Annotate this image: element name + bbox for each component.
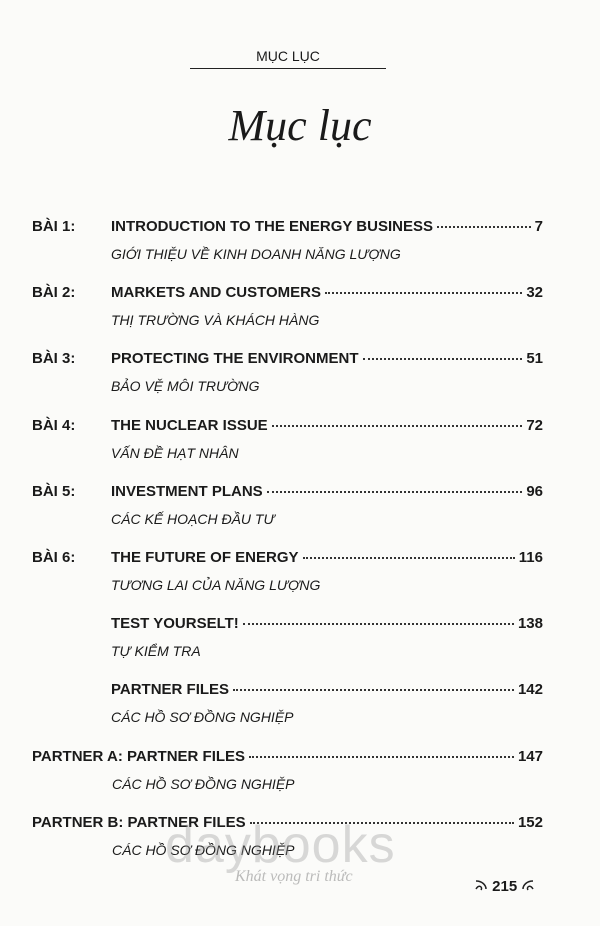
page-number-text: 215 <box>492 878 518 895</box>
entry-page: 116 <box>518 549 543 566</box>
entry-label: BÀI 4: <box>32 416 76 434</box>
entry-title: PARTNER FILES <box>111 681 230 699</box>
toc-entry: TEST YOURSELT! 138 <box>32 615 543 637</box>
dot-leader <box>233 689 514 692</box>
entry-subtitle: CÁC HỒ SƠ ĐỒNG NGHIỆP <box>112 841 295 858</box>
entry-page: 72 <box>526 416 543 434</box>
ornament <box>475 880 487 891</box>
toc-entry: BÀI 6: THE FUTURE OF ENERGY 116 <box>32 549 543 571</box>
entry-label: BÀI 1: <box>32 218 76 235</box>
entry-subtitle: CÁC KẾ HOẠCH ĐẦU TƯ <box>111 510 275 527</box>
entry-subtitle: CÁC HỒ SƠ ĐỒNG NGHIỆP <box>112 775 295 792</box>
entry-subtitle: BẢO VỆ MÔI TRƯỜNG <box>111 378 260 395</box>
ornament <box>522 880 535 891</box>
toc-entry: BÀI 1: INTRODUCTION TO THE ENERGY BUSINES… <box>32 218 543 240</box>
entry-title: PARTNER A: PARTNER FILES <box>32 747 246 765</box>
toc-entry: PARTNER A: PARTNER FILES 147 <box>32 748 543 770</box>
toc-entry: BÀI 4: THE NUCLEAR ISSUE 72 <box>32 417 543 439</box>
page-number: 215 <box>474 878 535 895</box>
dot-leader <box>436 226 531 228</box>
watermark-slogan: Khát vọng tri thức <box>235 868 353 885</box>
dot-leader <box>249 755 514 758</box>
entry-subtitle: TỰ KIỂM TRA <box>111 643 201 660</box>
page-title: Mục lục <box>228 101 372 150</box>
entry-page: 7 <box>534 218 543 235</box>
toc-entry: PARTNER B: PARTNER FILES 152 <box>32 814 543 836</box>
dot-leader <box>271 424 523 427</box>
toc-entry: BÀI 5: INVESTMENT PLANS 96 <box>32 483 543 505</box>
dot-leader <box>325 292 523 295</box>
entry-title: PARTNER B: PARTNER FILES <box>32 813 246 831</box>
running-title: MỤC LỤC <box>190 48 386 69</box>
entry-title: INVESTMENT PLANS <box>111 482 263 500</box>
entry-title: TEST YOURSELT! <box>111 615 239 633</box>
entry-label: BÀI 2: <box>32 284 76 302</box>
entry-page: 32 <box>526 284 543 302</box>
dot-leader <box>266 490 523 493</box>
watermark: daybooks <box>165 816 396 874</box>
toc-entry: BÀI 2: MARKETS AND CUSTOMERS 32 <box>32 284 543 306</box>
entry-subtitle: GIỚI THIỆU VỀ KINH DOANH NĂNG LƯỢNG <box>111 246 401 262</box>
entry-subtitle: THỊ TRƯỜNG VÀ KHÁCH HÀNG <box>111 312 320 329</box>
entry-page: 96 <box>526 482 543 500</box>
entry-page: 138 <box>517 615 543 633</box>
entry-subtitle: CÁC HỒ SƠ ĐỒNG NGHIỆP <box>111 709 294 726</box>
entry-page: 142 <box>517 681 543 699</box>
entry-label: BÀI 6: <box>32 549 76 566</box>
entry-page: 152 <box>517 813 543 831</box>
entry-label: BÀI 3: <box>32 350 76 368</box>
entry-title: INTRODUCTION TO THE ENERGY BUSINESS <box>111 218 433 235</box>
dot-leader <box>362 358 523 361</box>
entry-subtitle: VẤN ĐỀ HẠT NHÂN <box>111 444 239 461</box>
entry-label: BÀI 5: <box>32 482 76 500</box>
dot-leader <box>302 557 515 559</box>
entry-title: THE NUCLEAR ISSUE <box>111 416 268 434</box>
entry-title: PROTECTING THE ENVIRONMENT <box>111 350 359 368</box>
entry-title: MARKETS AND CUSTOMERS <box>111 284 322 302</box>
dot-leader <box>249 821 514 824</box>
toc-entry: PARTNER FILES 142 <box>32 681 543 703</box>
toc-entry: BÀI 3: PROTECTING THE ENVIRONMENT 51 <box>32 350 543 372</box>
entry-subtitle: TƯƠNG LAI CỦA NĂNG LƯỢNG <box>111 577 321 593</box>
entry-page: 51 <box>526 350 543 368</box>
entry-title: THE FUTURE OF ENERGY <box>111 549 299 566</box>
entry-page: 147 <box>517 747 543 765</box>
dot-leader <box>242 623 514 626</box>
